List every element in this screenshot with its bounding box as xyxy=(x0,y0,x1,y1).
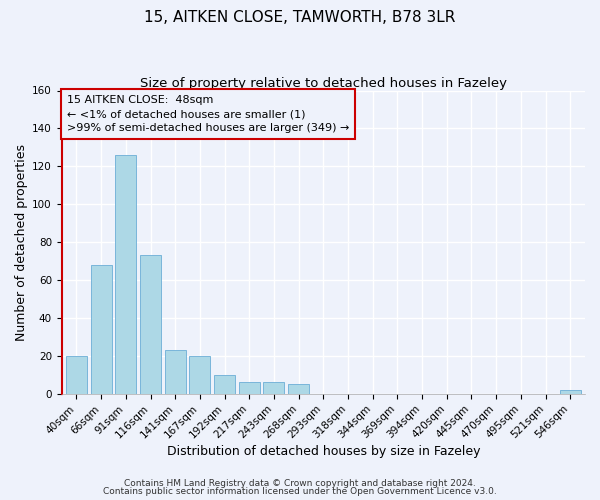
Bar xyxy=(140,256,161,394)
Bar xyxy=(239,382,260,394)
Text: Contains HM Land Registry data © Crown copyright and database right 2024.: Contains HM Land Registry data © Crown c… xyxy=(124,478,476,488)
Text: 15 AITKEN CLOSE:  48sqm
← <1% of detached houses are smaller (1)
>99% of semi-de: 15 AITKEN CLOSE: 48sqm ← <1% of detached… xyxy=(67,95,349,133)
Y-axis label: Number of detached properties: Number of detached properties xyxy=(15,144,28,340)
Bar xyxy=(115,155,136,394)
Bar xyxy=(560,390,581,394)
Bar xyxy=(165,350,185,394)
Bar xyxy=(288,384,309,394)
Bar xyxy=(214,375,235,394)
Bar xyxy=(91,265,112,394)
Bar xyxy=(263,382,284,394)
Title: Size of property relative to detached houses in Fazeley: Size of property relative to detached ho… xyxy=(140,78,507,90)
Text: 15, AITKEN CLOSE, TAMWORTH, B78 3LR: 15, AITKEN CLOSE, TAMWORTH, B78 3LR xyxy=(145,10,455,25)
Bar xyxy=(190,356,211,394)
X-axis label: Distribution of detached houses by size in Fazeley: Distribution of detached houses by size … xyxy=(167,444,480,458)
Bar xyxy=(66,356,87,394)
Text: Contains public sector information licensed under the Open Government Licence v3: Contains public sector information licen… xyxy=(103,487,497,496)
